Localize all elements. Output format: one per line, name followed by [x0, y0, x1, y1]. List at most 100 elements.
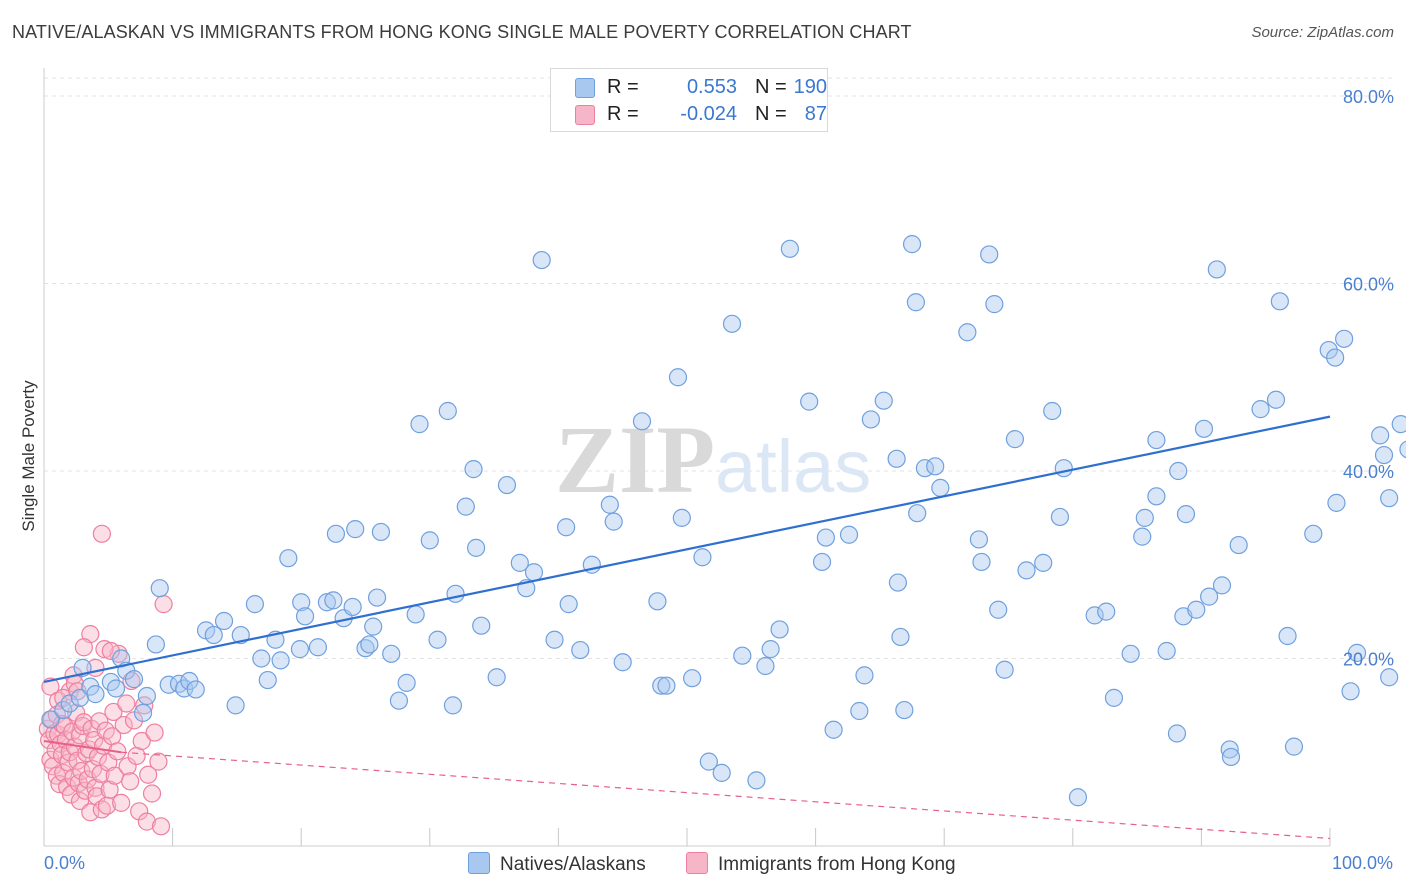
natives-point — [532, 250, 551, 270]
natives-point — [908, 504, 927, 523]
natives-point — [258, 670, 277, 690]
natives-point — [613, 653, 632, 672]
natives-point — [1327, 493, 1346, 512]
natives-point — [324, 591, 343, 610]
natives-point — [816, 528, 835, 547]
natives-point — [902, 235, 922, 254]
immigrants-point — [149, 752, 168, 771]
natives-point — [364, 617, 383, 636]
natives-point — [446, 584, 465, 603]
natives-point — [367, 588, 387, 607]
natives-point — [657, 676, 676, 695]
natives-point — [271, 651, 290, 670]
natives-point — [648, 592, 667, 611]
immigrants-point — [137, 812, 156, 831]
legend-swatch-immigrants — [575, 105, 595, 125]
legend-r-label: R = — [607, 76, 639, 98]
legend-n-label: N = — [755, 76, 787, 98]
natives-points — [41, 235, 1406, 807]
natives-point — [133, 703, 153, 722]
natives-point — [1284, 737, 1304, 756]
immigrants-point — [95, 640, 114, 659]
bottom-legend-label-natives: Natives/Alaskans — [500, 854, 646, 875]
natives-point — [146, 635, 165, 654]
natives-point — [443, 696, 463, 715]
chart-source: Source: ZipAtlas.com — [1251, 24, 1394, 41]
natives-point — [699, 752, 718, 771]
bottom-legend-label-immigrants: Immigrants from Hong Kong — [718, 854, 956, 875]
immigrants-point — [70, 791, 90, 811]
natives-point — [1034, 553, 1053, 572]
natives-point — [693, 548, 712, 567]
natives-point — [985, 295, 1004, 314]
immigrants-point — [122, 671, 141, 691]
watermark-zip: ZIP — [555, 406, 715, 513]
natives-point — [231, 625, 250, 645]
natives-point — [683, 669, 702, 688]
natives-point — [756, 656, 775, 676]
immigrants-point — [139, 765, 158, 784]
natives-point — [382, 644, 401, 663]
natives-point — [343, 597, 362, 617]
immigrants-point — [100, 780, 119, 799]
natives-point — [150, 579, 169, 598]
natives-point — [850, 701, 869, 721]
immigrants-trend-extension — [121, 751, 1331, 840]
y-tick-label: 20.0% — [1343, 650, 1394, 670]
natives-point — [1169, 461, 1188, 481]
natives-point — [980, 245, 999, 264]
bottom-legend-natives: Natives/Alaskans — [468, 852, 646, 876]
natives-point — [600, 495, 619, 514]
immigrants-point — [49, 691, 68, 710]
natives-point — [632, 412, 652, 431]
immigrants-point — [54, 763, 73, 782]
natives-point — [733, 646, 752, 665]
natives-point — [604, 512, 623, 531]
natives-point — [1121, 644, 1140, 663]
immigrants-point — [76, 781, 95, 800]
natives-point — [497, 475, 517, 495]
immigrants-point — [142, 784, 162, 803]
immigrants-point — [90, 712, 109, 731]
natives-point — [906, 293, 926, 312]
natives-point — [524, 563, 544, 582]
natives-point — [326, 524, 346, 543]
natives-point — [931, 478, 950, 497]
natives-point — [668, 368, 688, 387]
natives-point — [571, 640, 590, 660]
immigrants-point — [104, 702, 123, 722]
natives-point — [1147, 430, 1166, 450]
natives-point — [888, 573, 908, 592]
natives-point — [972, 552, 991, 572]
immigrants-point — [112, 793, 131, 812]
natives-point — [1374, 445, 1394, 465]
natives-point — [1212, 576, 1232, 595]
immigrants-point — [82, 719, 101, 738]
axis-labels: 20.0% 40.0% 60.0% 80.0% 0.0% 100.0% Single Mal… — [19, 87, 1394, 873]
natives-point — [1068, 788, 1088, 807]
natives-point — [780, 239, 799, 258]
natives-point — [855, 666, 874, 685]
natives-point — [1347, 643, 1367, 662]
natives-point — [1050, 507, 1070, 527]
natives-point — [252, 649, 271, 668]
natives-point — [722, 314, 742, 333]
natives-point — [712, 763, 731, 782]
natives-point — [466, 538, 486, 557]
natives-point — [279, 549, 298, 568]
immigrants-point — [117, 694, 136, 713]
natives-point — [1266, 390, 1286, 409]
immigrants-point — [118, 757, 137, 776]
natives-point — [747, 771, 766, 790]
natives-point — [397, 673, 416, 692]
natives-point — [1017, 561, 1036, 580]
natives-point — [1133, 527, 1152, 546]
immigrants-point — [114, 715, 133, 735]
natives-point — [292, 593, 311, 612]
natives-point — [761, 640, 780, 659]
natives-point — [226, 696, 245, 715]
natives-point — [969, 530, 989, 549]
immigrants-point — [145, 723, 164, 742]
natives-point — [54, 700, 73, 720]
natives-point — [559, 595, 578, 614]
